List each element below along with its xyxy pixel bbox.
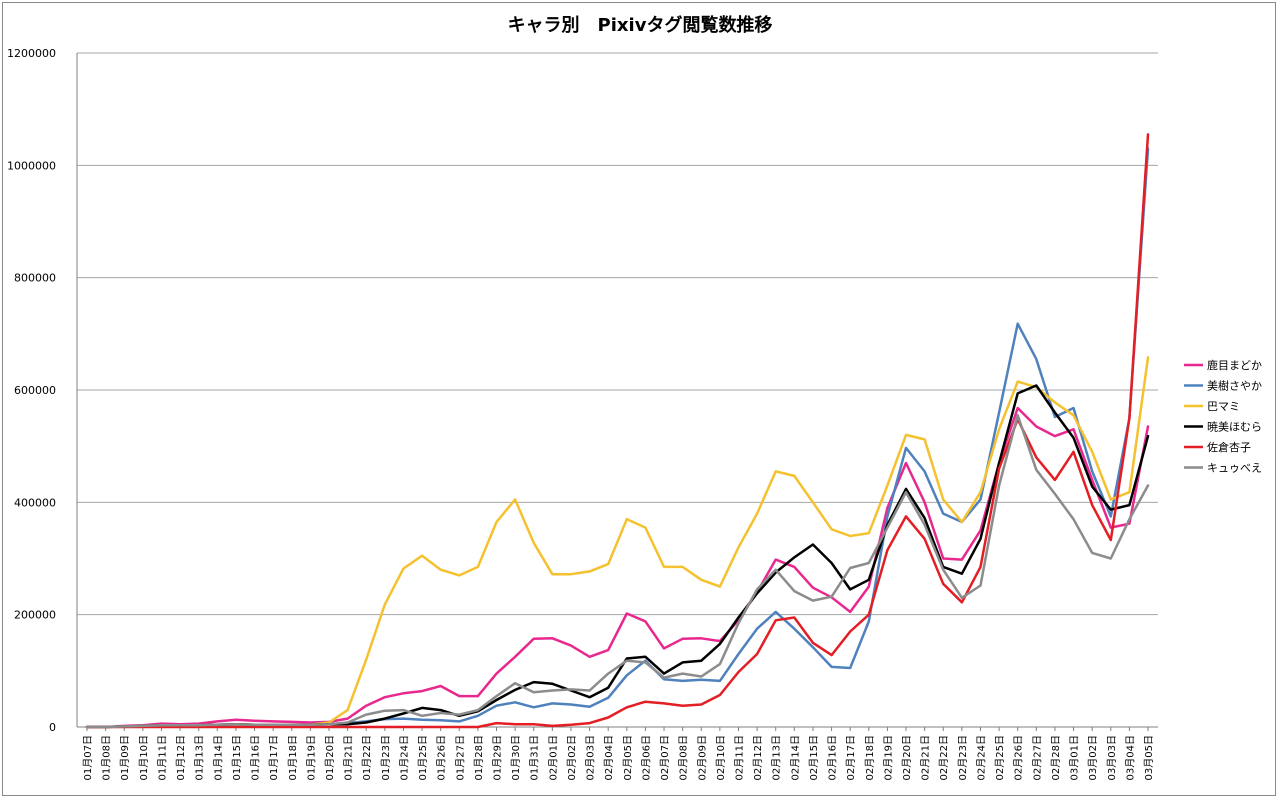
x-tick-label: 01月30日 bbox=[510, 735, 522, 780]
x-tick-label: 02月09日 bbox=[696, 735, 708, 780]
x-tick-label: 01月31日 bbox=[529, 735, 541, 780]
x-tick-label: 02月16日 bbox=[827, 735, 839, 780]
x-tick-label: 01月29日 bbox=[492, 735, 504, 780]
x-tick-label: 02月19日 bbox=[882, 735, 894, 780]
x-tick-label: 02月21日 bbox=[920, 735, 932, 780]
x-tick-label: 02月06日 bbox=[640, 735, 652, 780]
x-tick-label: 02月02日 bbox=[566, 735, 578, 780]
x-tick-label: 01月07日 bbox=[82, 735, 94, 780]
x-tick-label: 02月28日 bbox=[1050, 735, 1062, 780]
x-tick-label: 02月26日 bbox=[1013, 735, 1025, 780]
x-tick-label: 02月14日 bbox=[789, 735, 801, 780]
x-tick-label: 03月05日 bbox=[1143, 735, 1155, 780]
x-tick-label: 01月08日 bbox=[101, 735, 113, 780]
x-tick-label: 01月13日 bbox=[194, 735, 206, 780]
chart-title: キャラ別 Pixivタグ閲覧数推移 bbox=[508, 14, 773, 36]
y-tick-label: 600000 bbox=[14, 384, 56, 397]
x-tick-label: 02月11日 bbox=[733, 735, 745, 780]
x-tick-label: 02月05日 bbox=[622, 735, 634, 780]
y-tick-label: 1000000 bbox=[7, 159, 56, 172]
x-tick-label: 01月23日 bbox=[380, 735, 392, 780]
x-tick-label: 01月10日 bbox=[138, 735, 150, 780]
x-tick-label: 02月13日 bbox=[771, 735, 783, 780]
x-tick-label: 01月22日 bbox=[361, 735, 373, 780]
x-tick-label: 03月04日 bbox=[1124, 735, 1136, 780]
y-tick-label: 800000 bbox=[14, 272, 56, 285]
legend-label: 鹿目まどか bbox=[1207, 358, 1262, 372]
x-tick-label: 02月03日 bbox=[585, 735, 597, 780]
x-tick-label: 02月23日 bbox=[957, 735, 969, 780]
x-tick-label: 01月21日 bbox=[343, 735, 355, 780]
x-tick-label: 01月15日 bbox=[231, 735, 243, 780]
series-line-4 bbox=[85, 384, 1150, 729]
series-line-1 bbox=[85, 406, 1150, 729]
legend-label: キュゥべえ bbox=[1207, 462, 1262, 475]
y-axis: 0 200000 400000 600000 800000 1000000 1200000 bbox=[7, 47, 78, 734]
x-tick-label: 01月14日 bbox=[212, 735, 224, 780]
x-tick-label: 03月03日 bbox=[1106, 735, 1118, 780]
x-tick-label: 01月09日 bbox=[119, 735, 131, 780]
x-tick-label: 01月11日 bbox=[156, 735, 168, 780]
grid-lines bbox=[77, 52, 1158, 728]
x-tick-label: 01月24日 bbox=[398, 735, 410, 780]
y-tick-label: 400000 bbox=[14, 496, 56, 509]
x-tick-label: 02月18日 bbox=[864, 735, 876, 780]
y-tick-label: 1200000 bbox=[7, 47, 56, 60]
x-tick-label: 01月19日 bbox=[305, 735, 317, 780]
x-axis: 01月07日 01月08日 01月09日 01月10日 01月11日 01月12日 01月1… bbox=[77, 726, 1158, 780]
series-line-2 bbox=[85, 147, 1150, 729]
x-tick-label: 01月16日 bbox=[250, 735, 262, 780]
x-tick-label: 01月20日 bbox=[324, 735, 336, 780]
x-tick-label: 01月26日 bbox=[436, 735, 448, 780]
series-line-5 bbox=[85, 133, 1150, 729]
series-lines bbox=[85, 133, 1150, 729]
legend-label: 巴マミ bbox=[1207, 400, 1240, 413]
legend-label: 暁美ほむら bbox=[1207, 421, 1262, 434]
series-line-6 bbox=[85, 414, 1150, 729]
legend-label: 美樹さやか bbox=[1207, 380, 1262, 393]
x-tick-label: 02月24日 bbox=[975, 735, 987, 780]
x-tick-label: 02月01日 bbox=[547, 735, 559, 780]
x-tick-label: 01月28日 bbox=[473, 735, 485, 780]
x-tick-label: 01月27日 bbox=[454, 735, 466, 780]
x-tick-label: 03月02日 bbox=[1087, 735, 1099, 780]
x-tick-label: 02月25日 bbox=[994, 735, 1006, 780]
y-tick-label: 0 bbox=[49, 721, 56, 734]
x-tick-label: 02月20日 bbox=[901, 735, 913, 780]
x-tick-label: 01月17日 bbox=[268, 735, 280, 780]
x-tick-label: 02月08日 bbox=[678, 735, 690, 780]
x-tick-label: 01月12日 bbox=[175, 735, 187, 780]
x-tick-label: 02月17日 bbox=[845, 735, 857, 780]
x-tick-label: 02月07日 bbox=[659, 735, 671, 780]
x-tick-label: 02月15日 bbox=[808, 735, 820, 780]
x-tick-label: 02月27日 bbox=[1031, 735, 1043, 780]
legend-label: 佐倉杏子 bbox=[1207, 440, 1251, 454]
x-tick-label: 01月18日 bbox=[287, 735, 299, 780]
x-tick-label: 02月12日 bbox=[752, 735, 764, 780]
y-tick-label: 200000 bbox=[14, 609, 56, 622]
x-tick-label: 02月10日 bbox=[715, 735, 727, 780]
x-tick-label: 02月22日 bbox=[938, 735, 950, 780]
x-tick-label: 03月01日 bbox=[1069, 735, 1081, 780]
x-tick-label: 02月04日 bbox=[603, 735, 615, 780]
x-tick-label: 01月25日 bbox=[417, 735, 429, 780]
